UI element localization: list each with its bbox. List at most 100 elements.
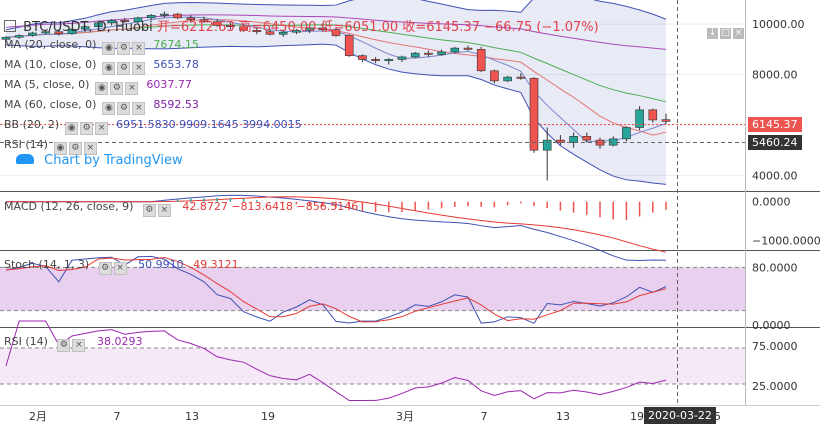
candle-body [516,76,526,79]
eye-icon[interactable]: ◉ [53,142,67,155]
candle-body [582,136,592,141]
indicator-name: BB (20, 2) [4,118,60,131]
indicator-name: MA (60, close, 0) [4,98,97,111]
rsi-tick-label: 25.0000 [752,380,798,393]
candle-body [305,27,314,31]
settings-icon[interactable]: ⚙ [98,262,112,275]
bollinger-band-fill [6,0,666,185]
candle-body [28,32,37,36]
settings-icon[interactable]: ⚙ [142,204,156,217]
macd-tick-label: 0.0000 [752,196,791,209]
bb-lower-line [5,43,667,185]
ohlc-low: 低=6051.00 [320,20,399,35]
candle-body [120,20,130,22]
candle-body [569,136,578,143]
indicator-name: MA (20, close, 0) [4,38,97,51]
candle-body [318,27,328,31]
candle-body [265,31,275,35]
candle-body [384,59,394,62]
close-icon[interactable]: × [132,102,146,115]
watermark-text: Chart by TradingView [44,153,183,168]
candle-body [331,29,341,36]
close-icon[interactable]: × [157,204,171,217]
candle-body [133,17,143,22]
candle-body [107,20,116,24]
candle-body [226,25,235,27]
candle-body [1,36,11,40]
settings-icon[interactable]: ⚙ [117,102,131,115]
candle-body [424,52,433,55]
candle-body [239,26,248,31]
candle-body [661,119,671,122]
candle-body [186,17,196,20]
settings-icon[interactable]: ⚙ [110,82,124,95]
cloud-icon [16,154,34,164]
eye-icon[interactable]: ◉ [65,122,79,135]
macd-values: 42.8727 −813.6418 −856.5146 [182,200,359,213]
stoch-tick-label: 0.0000 [752,319,791,332]
ohlc-change: −66.75 (−1.07%) [484,20,599,35]
pane-down-button[interactable]: ↓ [707,28,718,39]
time-tick-label: 19 [261,410,275,423]
candle-body [542,139,552,151]
candle-body [212,21,222,26]
close-icon[interactable]: × [83,142,97,155]
settings-icon[interactable]: ⚙ [57,339,71,352]
close-icon[interactable]: × [125,82,139,95]
price-tick-label: 10000.00 [752,18,805,31]
close-icon[interactable]: × [113,262,127,275]
candle-body [622,127,631,140]
stoch-d-line [5,256,667,323]
tradingview-watermark[interactable]: Chart by TradingView [16,153,183,168]
macd-legend: MACD (12, 26, close, 9) ⚙ × 42.8727 −813.… [4,200,359,217]
pane-maximize-button[interactable]: □ [720,28,731,39]
bb-upper-line [5,0,667,31]
candle-body [463,47,473,50]
macd-signal-line [6,196,667,253]
candle-body [173,13,182,19]
eye-icon[interactable]: ◉ [95,82,109,95]
indicator-legend-row: RSI (14) ◉ ⚙ × [4,138,105,155]
ma60-line [5,14,667,50]
close-icon[interactable]: × [132,62,146,75]
rsi-band [0,348,745,384]
close-icon[interactable]: × [95,122,109,135]
time-tick-label: 13 [556,410,570,423]
candle-body [292,30,301,33]
close-icon[interactable]: × [72,339,86,352]
indicator-legend-row: MA (5, close, 0) ◉ ⚙ × 6037.77 [4,78,192,95]
candle-body [503,76,512,82]
stoch-band [0,267,745,311]
eye-icon[interactable]: ◉ [102,62,116,75]
price-tick-label: 8000.00 [752,69,798,82]
close-icon[interactable]: × [132,42,146,55]
candle-body [160,13,169,16]
settings-icon[interactable]: ⚙ [80,122,94,135]
settings-icon[interactable]: ⚙ [68,142,82,155]
macd-name: MACD (12, 26, close, 9) [4,200,134,213]
eye-icon[interactable]: ◉ [102,102,116,115]
indicator-legend-row: MA (60, close, 0) ◉ ⚙ × 8592.53 [4,98,199,115]
last-price-badge: 6145.37 [748,117,802,132]
candle-body [41,31,50,34]
time-tick-label: 7 [114,410,121,423]
eye-icon[interactable]: ◉ [102,42,116,55]
settings-icon[interactable]: ⚙ [117,42,131,55]
pane-close-button[interactable]: × [733,28,744,39]
candle-body [252,30,262,33]
settings-icon[interactable]: ⚙ [117,62,131,75]
indicator-name: RSI (14) [4,138,48,151]
candle-body [67,28,77,35]
stoch-name: Stoch (14, 1, 3) [4,258,90,271]
candle-body [490,70,499,82]
stoch-legend: Stoch (14, 1, 3) ⚙ × 50.9910 49.3121 [4,258,239,275]
symbol-collapse-icon[interactable] [4,20,16,32]
stoch-d: 49.3121 [193,258,239,271]
time-tick-label: 7 [481,410,488,423]
rsi-tick-label: 75.0000 [752,340,798,353]
stoch-k-line [5,255,667,324]
time-tick-label: 3月 [396,410,414,423]
indicator-legend-row: MA (20, close, 0) ◉ ⚙ × 7674.15 [4,38,199,55]
indicator-value: 6951.5830 9909.1645 3994.0015 [116,118,302,131]
